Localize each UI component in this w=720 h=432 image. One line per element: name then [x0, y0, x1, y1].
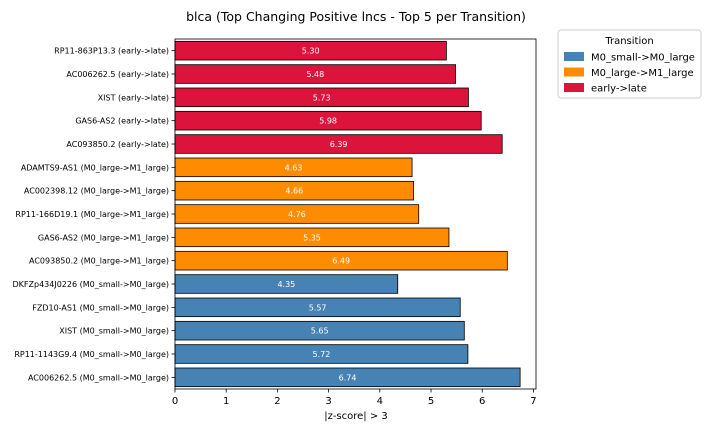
y-tick-label: RP11-1143G9.4 (M0_small->M0_large)	[14, 350, 169, 359]
bar-value-label: 4.76	[288, 210, 306, 219]
legend-title: Transition	[604, 36, 653, 47]
legend: Transition M0_small->M0_large M0_large->M1…	[557, 29, 702, 99]
bar-value-label: 5.72	[313, 350, 331, 359]
x-tick-label: 2	[274, 396, 280, 407]
y-tick-label: AC093850.2 (M0_large->M1_large)	[29, 257, 169, 266]
bar-value-label: 6.39	[330, 140, 348, 149]
bar-value-label: 5.98	[319, 117, 337, 126]
legend-swatch	[564, 83, 584, 92]
x-tick-label: 3	[325, 396, 331, 407]
x-axis-label: |z-score| > 3	[324, 411, 388, 422]
y-tick-label: AC002398.12 (M0_large->M1_large)	[24, 187, 169, 196]
legend-entry-label: M0_small->M0_large	[591, 53, 695, 64]
x-tick-label: 4	[377, 396, 383, 407]
legend-entry-label: M0_large->M1_large	[591, 68, 694, 79]
y-tick-label: AC093850.2 (early->late)	[66, 140, 169, 149]
bar-value-label: 5.73	[313, 93, 331, 102]
x-tick-label: 7	[530, 396, 536, 407]
x-tick-label: 1	[223, 396, 229, 407]
y-tick-label: FZD10-AS1 (M0_small->M0_large)	[32, 303, 169, 312]
x-tick-label: 0	[172, 396, 178, 407]
y-tick-label: RP11-863P13.3 (early->late)	[54, 47, 169, 56]
bar-value-label: 5.30	[302, 47, 320, 56]
bar-value-label: 5.48	[306, 70, 324, 79]
bar-value-label: 5.35	[303, 233, 321, 242]
bar-value-label: 5.65	[311, 327, 329, 336]
y-tick-label: GAS6-AS2 (M0_large->M1_large)	[38, 233, 169, 242]
legend-box	[557, 29, 702, 99]
bar-value-label: 6.74	[339, 373, 357, 382]
y-tick-label: XIST (early->late)	[98, 93, 169, 102]
bar-value-label: 4.35	[277, 280, 295, 289]
legend-swatch	[564, 52, 584, 61]
legend-entry-label: early->late	[591, 84, 647, 95]
x-tick-label: 5	[428, 396, 434, 407]
plot-frame	[174, 38, 537, 390]
y-tick-label: DKFZp434J0226 (M0_small->M0_large)	[13, 280, 170, 289]
y-tick-label: XIST (M0_small->M0_large)	[59, 327, 169, 336]
y-tick-label: GAS6-AS2 (early->late)	[75, 117, 169, 126]
legend-swatch	[564, 67, 584, 77]
y-tick-label: AC006262.5 (M0_small->M0_large)	[28, 373, 169, 382]
chart-title: blca (Top Changing Positive lncs - Top 5…	[186, 9, 526, 24]
x-tick-label: 6	[479, 396, 485, 407]
bar-value-label: 6.49	[332, 257, 350, 266]
plot-area: 5.30 RP11-863P13.3 (early->late) 5.48 AC006…	[13, 38, 537, 407]
y-tick-label: AC006262.5 (early->late)	[66, 70, 169, 79]
bar-value-label: 4.63	[285, 163, 303, 172]
bar-value-label: 5.57	[309, 303, 327, 312]
bar-value-label: 4.66	[285, 187, 303, 196]
y-tick-label: RP11-166D19.1 (M0_large->M1_large)	[15, 210, 169, 219]
y-tick-label: ADAMTS9-AS1 (M0_large->M1_large)	[21, 163, 169, 172]
